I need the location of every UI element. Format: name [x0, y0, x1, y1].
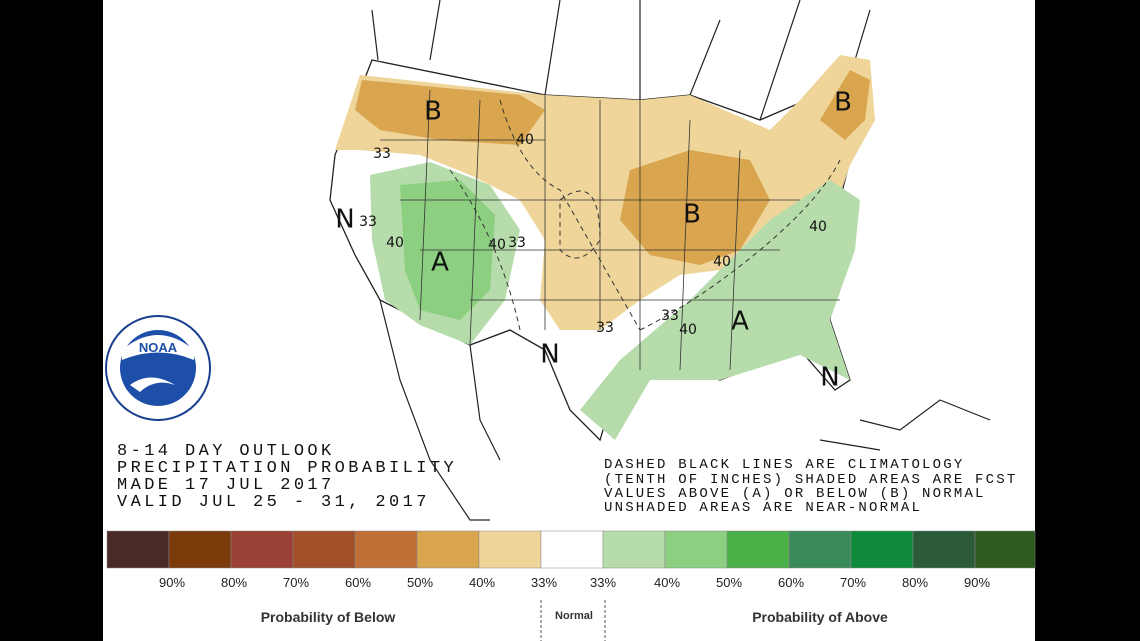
legend-tick: 50% — [716, 575, 742, 590]
clim-1 — [499, 99, 641, 331]
contour-label: 40 — [516, 132, 534, 148]
contour-label: 33 — [508, 235, 526, 251]
title-line: VALID JUL 25 - 31, 2017 — [117, 493, 430, 512]
canada-lines — [371, 0, 871, 121]
contour-label: 40 — [809, 219, 827, 235]
mexico-lines — [379, 299, 501, 521]
swatch — [230, 530, 294, 569]
swatch — [106, 530, 170, 569]
legend-normal: Normal — [555, 610, 593, 622]
legend-tick: 80% — [221, 575, 247, 590]
swatch — [540, 530, 604, 569]
note-line: VALUES ABOVE (A) OR BELOW (B) NORMAL — [604, 486, 986, 502]
contour-label: 33 — [373, 146, 391, 162]
swatch — [354, 530, 418, 569]
swatch — [602, 530, 666, 569]
contour-label: 40 — [713, 254, 731, 270]
logo-top — [122, 335, 194, 360]
state-lines — [380, 89, 840, 371]
legend-tick: 33% — [531, 575, 557, 590]
contour-label: 40 — [386, 235, 404, 251]
swatch — [168, 530, 232, 569]
climatology — [449, 99, 841, 331]
legend-above: Probability of Above — [752, 609, 888, 625]
below-50-nw — [355, 80, 545, 145]
note-line: DASHED BLACK LINES ARE CLIMATOLOGY — [604, 457, 964, 473]
map-label: N — [335, 205, 354, 235]
contour-label: 33 — [596, 320, 614, 336]
map-label: A — [431, 248, 449, 278]
swatch — [664, 530, 728, 569]
title-line: MADE 17 JUL 2017 — [117, 476, 335, 495]
swatch — [974, 530, 1036, 569]
swatch — [292, 530, 356, 569]
swatch — [788, 530, 852, 569]
clim-2 — [449, 169, 521, 331]
logo-text: NOAA — [139, 340, 178, 355]
title-line: 8-14 DAY OUTLOOK — [117, 442, 335, 461]
noaa-logo: NOAA — [105, 315, 211, 421]
legend-tick: 40% — [469, 575, 495, 590]
logo-bird — [130, 377, 175, 392]
below-50-ne — [820, 70, 870, 140]
map-label: N — [540, 340, 559, 370]
borders — [371, 0, 991, 521]
swatch — [726, 530, 790, 569]
title-line: PRECIPITATION PROBABILITY — [117, 459, 457, 478]
legend-tick: 33% — [590, 575, 616, 590]
legend-tick: 40% — [654, 575, 680, 590]
legend-below: Probability of Below — [261, 609, 396, 625]
clim-3 — [559, 190, 601, 259]
map-label: B — [683, 200, 701, 230]
legend-tick: 70% — [840, 575, 866, 590]
map-label: B — [834, 88, 852, 118]
legend-bar — [106, 530, 1036, 569]
swatch — [478, 530, 542, 569]
legend-tick: 60% — [345, 575, 371, 590]
below-50-mw — [620, 150, 770, 265]
legend-tick: 90% — [159, 575, 185, 590]
contour-label: 40 — [488, 237, 506, 253]
legend-tick: 60% — [778, 575, 804, 590]
clim-4 — [639, 159, 841, 331]
swatch — [912, 530, 976, 569]
map-label: N — [820, 363, 839, 393]
grid-states — [380, 89, 840, 371]
contour-label: 40 — [679, 322, 697, 338]
legend-tick: 90% — [964, 575, 990, 590]
map-label: B — [424, 97, 442, 127]
map-label: A — [731, 307, 749, 337]
swatch — [416, 530, 480, 569]
legend-tick: 50% — [407, 575, 433, 590]
note-line: (TENTH OF INCHES) SHADED AREAS ARE FCST — [604, 472, 1017, 488]
legend-tick: 80% — [902, 575, 928, 590]
swatch — [850, 530, 914, 569]
above-40-se — [580, 180, 860, 440]
contour-label: 33 — [661, 308, 679, 324]
caribbean — [819, 399, 991, 451]
contour-label: 33 — [359, 214, 377, 230]
note-line: UNSHADED AREAS ARE NEAR-NORMAL — [604, 500, 922, 516]
legend-tick: 70% — [283, 575, 309, 590]
